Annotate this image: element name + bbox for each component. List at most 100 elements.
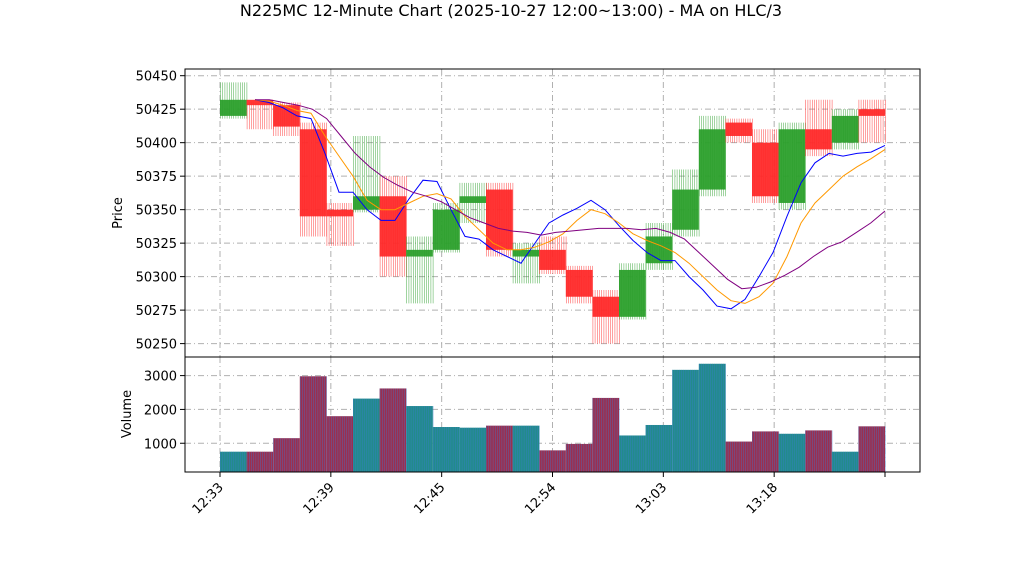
ma-line [254, 99, 886, 304]
candle-body [672, 189, 699, 230]
volume-bar [725, 441, 753, 472]
candle [432, 202, 461, 253]
candle [565, 265, 594, 304]
x-axis: 12:33 12:39 12:45 12:54 13:03 13:18 [190, 472, 886, 517]
candle [831, 109, 860, 150]
candle-body [831, 115, 859, 143]
price-y-tick-label: 50250 [136, 338, 177, 353]
candle-body [619, 269, 646, 317]
volume-bar-fill [725, 441, 752, 472]
x-tick-label: 12:54 [522, 480, 559, 517]
candle [220, 82, 248, 119]
volume-bar [752, 431, 780, 472]
candle [246, 99, 274, 130]
candle [326, 202, 354, 246]
candle [353, 135, 381, 213]
volume-bar [592, 397, 620, 472]
candle-body [459, 196, 486, 203]
candle-body [353, 196, 380, 210]
volume-bar [672, 369, 700, 472]
price-y-tick-label: 50450 [136, 70, 177, 85]
volume-bar [406, 406, 434, 472]
x-tick-label: 12:39 [301, 480, 338, 517]
price-y-tick-label: 50350 [136, 204, 177, 219]
volume-bar-fill [459, 427, 486, 472]
candle-body [858, 109, 885, 116]
volume-bar-fill [353, 398, 380, 472]
price-y-tick-label: 50375 [136, 170, 177, 185]
volume-y-tick-label: 3000 [144, 370, 177, 385]
x-tick-label: 12:45 [411, 480, 448, 517]
candle [486, 182, 514, 257]
candle-body [645, 236, 673, 264]
candle-body [486, 189, 513, 250]
volume-bar-fill [619, 435, 646, 472]
candle-body [565, 269, 593, 297]
candle-body [326, 209, 353, 217]
candle-body [539, 249, 566, 270]
candle-body [220, 99, 247, 116]
volume-bar-fill [273, 438, 300, 472]
price-y-label: Price [111, 197, 126, 229]
volume-bar [459, 427, 487, 472]
volume-bar-fill [805, 430, 832, 472]
price-y-tick-label: 50400 [136, 137, 177, 152]
candle-body [512, 249, 540, 257]
candle [725, 118, 753, 143]
volume-bar [698, 363, 726, 472]
volume-bar-fill [778, 433, 806, 472]
volume-bar-fill [645, 424, 673, 472]
volume-y-axis: 1000 2000 3000 [144, 370, 185, 452]
x-tick-label: 13:18 [744, 480, 781, 517]
price-y-tick-label: 50275 [136, 304, 177, 319]
volume-bar-fill [299, 376, 327, 472]
chart-title: N225MC 12-Minute Chart (2025-10-27 12:00… [240, 1, 782, 20]
candle-body [299, 129, 327, 217]
price-ma-lines [254, 99, 886, 310]
volume-bar [220, 451, 248, 472]
volume-bar [512, 425, 540, 472]
volume-bar [778, 433, 806, 472]
candle-body [752, 142, 779, 197]
volume-bar-fill [379, 388, 407, 472]
volume-bars [220, 363, 886, 472]
volume-bar [326, 416, 354, 472]
candle-body [725, 122, 752, 136]
candle [805, 99, 833, 157]
volume-bar [619, 435, 647, 472]
volume-bar [805, 430, 833, 472]
volume-bar-fill [672, 369, 699, 472]
candle [592, 290, 620, 344]
volume-panel: 1000 2000 3000 Volume [120, 356, 921, 473]
volume-y-tick-label: 1000 [144, 437, 177, 452]
candle-body [406, 249, 433, 257]
volume-bar [246, 451, 274, 472]
candle [406, 236, 434, 304]
volume-bar-fill [539, 450, 566, 472]
volume-bar [379, 388, 407, 472]
volume-bar [273, 438, 301, 472]
volume-bar [858, 426, 886, 472]
candle [752, 129, 780, 203]
candle-body [698, 129, 726, 190]
volume-bar [565, 443, 593, 472]
candle-body [805, 129, 832, 150]
volume-bar-fill [326, 416, 353, 472]
volume-bar [486, 425, 514, 472]
volume-bar-fill [858, 426, 885, 472]
volume-bar [432, 427, 460, 472]
candle [858, 99, 886, 143]
candle [645, 223, 673, 270]
candle-body [273, 105, 300, 127]
volume-bar-fill [752, 431, 779, 472]
candle [299, 122, 328, 237]
candle [539, 236, 567, 274]
ma-line [255, 99, 886, 290]
volume-bar [539, 450, 567, 472]
volume-bar-fill [592, 397, 619, 472]
candle [459, 182, 487, 224]
candle [778, 122, 806, 210]
volume-bar [645, 424, 673, 472]
volume-bar-fill [698, 363, 726, 472]
